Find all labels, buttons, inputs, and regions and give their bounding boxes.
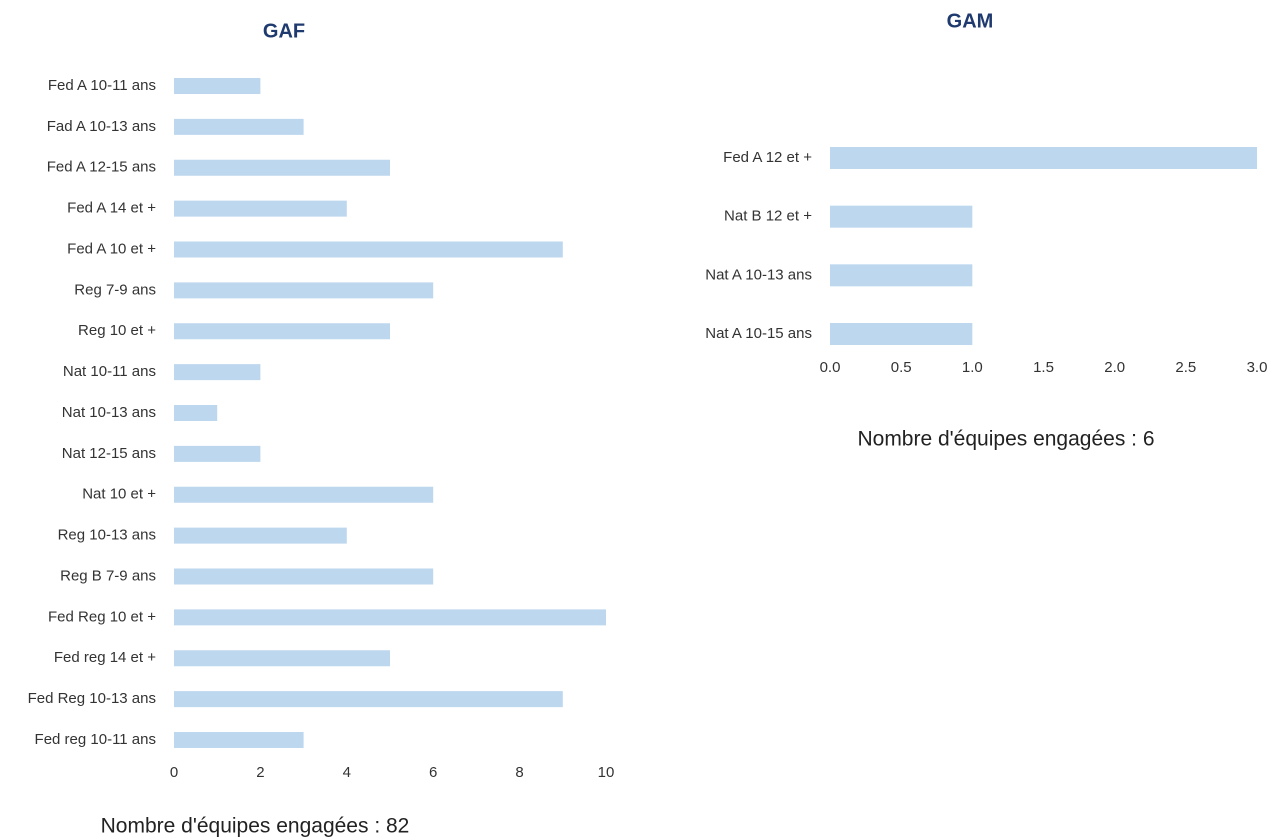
- y-tick-label: Nat 12-15 ans: [62, 445, 156, 462]
- x-tick-label: 10: [598, 764, 615, 781]
- bar: [174, 527, 347, 544]
- y-tick-label: Fed A 10 et +: [67, 240, 156, 257]
- bar: [174, 445, 261, 462]
- chart-title: GAM: [947, 10, 994, 32]
- x-tick-label: 2: [256, 764, 264, 781]
- bar: [174, 609, 606, 626]
- bar: [174, 200, 347, 217]
- chart-title: GAF: [263, 20, 305, 42]
- y-tick-label: Fed Reg 10-13 ans: [28, 690, 156, 707]
- y-tick-label: Nat 10-11 ans: [63, 363, 156, 380]
- x-tick-label: 0: [170, 764, 178, 781]
- bar: [830, 205, 973, 228]
- x-tick-label: 1.5: [1033, 359, 1054, 376]
- y-tick-label: Nat 10-13 ans: [62, 404, 156, 421]
- y-tick-label: Reg B 7-9 ans: [60, 567, 156, 584]
- caption: Nombre d'équipes engagées : 6: [857, 428, 1154, 451]
- x-tick-label: 0.5: [891, 359, 912, 376]
- bar: [830, 264, 973, 287]
- bar: [174, 323, 390, 340]
- bar: [830, 147, 1257, 169]
- y-tick-label: Fed Reg 10 et +: [48, 608, 156, 625]
- bar: [174, 241, 563, 258]
- x-tick-label: 1.0: [962, 359, 983, 376]
- x-tick-label: 6: [429, 764, 437, 781]
- y-tick-label: Nat 10 et +: [82, 486, 156, 503]
- x-tick-label: 0.0: [820, 359, 841, 376]
- y-tick-label: Fed A 12 et +: [723, 149, 812, 166]
- y-tick-label: Reg 7-9 ans: [74, 281, 156, 298]
- caption: Nombre d'équipes engagées : 82: [101, 815, 410, 838]
- bar: [174, 405, 218, 421]
- bar: [174, 732, 304, 748]
- y-tick-label: Fed A 14 et +: [67, 200, 156, 217]
- y-tick-label: Reg 10 et +: [78, 322, 156, 339]
- bar: [174, 364, 261, 381]
- bar: [174, 159, 390, 176]
- bar: [174, 650, 390, 667]
- y-tick-label: Nat A 10-13 ans: [705, 266, 812, 283]
- y-tick-label: Fed A 12-15 ans: [47, 159, 156, 176]
- bar: [830, 323, 973, 345]
- y-tick-label: Fad A 10-13 ans: [47, 118, 156, 135]
- x-tick-label: 2.5: [1175, 359, 1196, 376]
- x-tick-label: 3.0: [1247, 359, 1268, 376]
- bar: [174, 282, 434, 299]
- bar: [174, 118, 304, 135]
- bar: [174, 568, 434, 585]
- bar: [174, 691, 563, 708]
- y-tick-label: Fed reg 10-11 ans: [35, 731, 156, 748]
- bar: [174, 486, 434, 503]
- y-tick-label: Nat A 10-15 ans: [705, 325, 812, 342]
- x-tick-label: 2.0: [1104, 359, 1125, 376]
- y-tick-label: Fed A 10-11 ans: [48, 77, 156, 94]
- y-tick-label: Reg 10-13 ans: [58, 527, 156, 544]
- x-tick-label: 8: [515, 764, 523, 781]
- x-tick-label: 4: [343, 764, 351, 781]
- y-tick-label: Nat B 12 et +: [724, 208, 812, 225]
- y-tick-label: Fed reg 14 et +: [54, 649, 156, 666]
- bar: [174, 78, 261, 94]
